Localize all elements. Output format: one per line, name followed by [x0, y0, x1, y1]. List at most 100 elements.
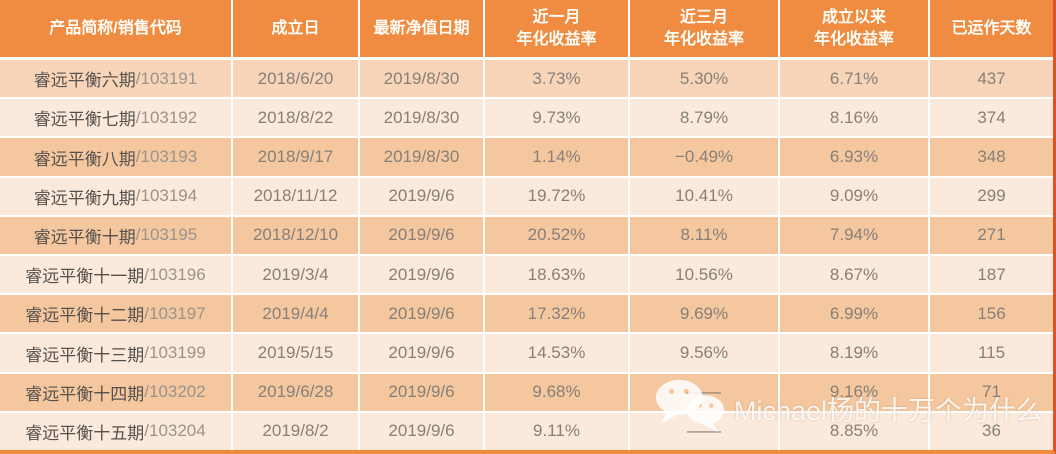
- cell-3m-return: 5.30%: [630, 60, 780, 98]
- cell-nav-date: 2019/9/6: [360, 373, 485, 411]
- cell-product: 睿远平衡九期/103194: [0, 177, 233, 215]
- cell-days-running: 374: [977, 107, 1006, 127]
- cell-since-return: 9.16%: [780, 373, 930, 411]
- table-row: 睿远平衡十五期/103204 2019/8/2 2019/9/6 9.11% —…: [0, 410, 1053, 450]
- cell-inception-date: 2018/11/12: [233, 177, 360, 215]
- product-name: 睿远平衡十二期: [25, 306, 145, 326]
- cell-inception-date: 2019/4/4: [233, 295, 360, 333]
- cell-1m-return: 9.73%: [485, 99, 630, 137]
- cell-since-return: 9.09%: [780, 177, 930, 215]
- product-name: 睿远平衡十期: [33, 227, 136, 247]
- cell-days-running: 437: [977, 68, 1006, 88]
- cell-nav-date: 2019/9/6: [360, 412, 485, 450]
- cell-3m-return: 8.79%: [630, 99, 780, 137]
- cell-inception-date: 2018/12/10: [233, 216, 360, 255]
- cell-days-running: 187: [977, 264, 1006, 284]
- cell-3m-return: 10.56%: [630, 256, 780, 294]
- product-code: /103195: [135, 225, 198, 245]
- table-row: 睿远平衡十期/103195 2018/12/10 2019/9/6 20.52%…: [0, 214, 1053, 255]
- product-name: 睿远平衡八期: [33, 149, 136, 169]
- cell-inception-date: 2019/3/4: [233, 256, 360, 294]
- cell-since-return: 8.19%: [780, 334, 930, 372]
- product-code: /103192: [135, 107, 198, 127]
- cell-product: 睿远平衡十期/103195: [0, 216, 233, 255]
- cell-since-return: 8.67%: [780, 256, 930, 294]
- product-name: 睿远平衡十三期: [25, 345, 145, 365]
- product-code: /103197: [144, 303, 206, 323]
- table-row: 睿远平衡十一期/103196 2019/3/4 2019/9/6 18.63% …: [0, 254, 1053, 294]
- cell-since-return: 6.93%: [780, 138, 930, 176]
- cell-days-running: 71: [982, 382, 1001, 402]
- table-row: 睿远平衡十二期/103197 2019/4/4 2019/9/6 17.32% …: [0, 293, 1053, 333]
- cell-days-running: 36: [982, 421, 1001, 441]
- cell-3m-return: 10.41%: [630, 177, 780, 215]
- column-header-since-return: 成立以来 年化收益率: [780, 0, 930, 57]
- cell-3m-return: 9.69%: [630, 295, 780, 333]
- table-row: 睿远平衡九期/103194 2018/11/12 2019/9/6 19.72%…: [0, 175, 1053, 215]
- cell-product: 睿远平衡六期/103191: [0, 60, 233, 98]
- product-name: 睿远平衡九期: [33, 188, 136, 208]
- cell-1m-return: 18.63%: [485, 256, 630, 294]
- cell-product: 睿远平衡十三期/103199: [0, 334, 233, 372]
- cell-product: 睿远平衡八期/103193: [0, 138, 233, 176]
- cell-days-running: 115: [977, 343, 1006, 363]
- cell-nav-date: 2019/8/30: [360, 99, 485, 137]
- cell-nav-date: 2019/8/30: [360, 60, 485, 98]
- cell-1m-return: 17.32%: [485, 295, 630, 333]
- cell-since-return: 6.71%: [780, 60, 930, 98]
- cell-3m-return: 9.56%: [630, 334, 780, 372]
- product-name: 睿远平衡六期: [33, 71, 136, 91]
- table-row: 睿远平衡六期/103191 2018/6/20 2019/8/30 3.73% …: [0, 57, 1053, 98]
- product-code: /103193: [135, 147, 198, 166]
- cell-nav-date: 2019/9/6: [360, 295, 485, 333]
- product-code: /103199: [144, 343, 206, 363]
- product-code: /103196: [144, 264, 206, 284]
- product-code: /103194: [135, 186, 198, 206]
- column-header-1m-return: 近一月 年化收益率: [485, 0, 630, 57]
- cell-1m-return: 3.73%: [485, 60, 630, 98]
- cell-days-running: 348: [977, 147, 1006, 166]
- product-name: 睿远平衡十四期: [25, 384, 145, 404]
- cell-1m-return: 14.53%: [485, 334, 630, 372]
- cell-since-return: 6.99%: [780, 295, 930, 333]
- product-code: /103202: [144, 382, 206, 402]
- cell-3m-return: 8.11%: [630, 216, 780, 255]
- cell-3m-return: ——: [630, 412, 780, 450]
- cell-3m-return: −0.49%: [630, 138, 780, 176]
- column-header-product: 产品简称/销售代码: [0, 0, 233, 57]
- cell-inception-date: 2018/6/20: [233, 60, 360, 98]
- product-name: 睿远平衡七期: [33, 110, 136, 130]
- column-header-days-running: 已运作天数: [951, 19, 1032, 37]
- cell-1m-return: 20.52%: [485, 216, 630, 255]
- cell-inception-date: 2019/6/28: [233, 373, 360, 411]
- product-code: /103191: [135, 68, 198, 88]
- table-row: 睿远平衡十三期/103199 2019/5/15 2019/9/6 14.53%…: [0, 332, 1053, 372]
- cell-nav-date: 2019/8/30: [360, 138, 485, 176]
- table-row: 睿远平衡八期/103193 2018/9/17 2019/8/30 1.14% …: [0, 136, 1053, 176]
- product-code: /103204: [144, 421, 206, 441]
- product-name: 睿远平衡十五期: [25, 423, 145, 443]
- column-header-nav-date: 最新净值日期: [360, 0, 485, 57]
- cell-3m-return: ——: [630, 373, 780, 411]
- cell-days-running: 271: [977, 225, 1006, 245]
- cell-nav-date: 2019/9/6: [360, 256, 485, 294]
- cell-days-running: 299: [977, 186, 1006, 206]
- cell-inception-date: 2019/8/2: [233, 412, 360, 450]
- cell-product: 睿远平衡十二期/103197: [0, 295, 233, 333]
- cell-product: 睿远平衡十五期/103204: [0, 412, 233, 450]
- cell-since-return: 7.94%: [780, 216, 930, 255]
- cell-since-return: 8.16%: [780, 99, 930, 137]
- cell-inception-date: 2019/5/15: [233, 334, 360, 372]
- cell-1m-return: 19.72%: [485, 177, 630, 215]
- product-name: 睿远平衡十一期: [25, 267, 145, 287]
- cell-inception-date: 2018/9/17: [233, 138, 360, 176]
- cell-product: 睿远平衡十四期/103202: [0, 373, 233, 411]
- cell-1m-return: 1.14%: [485, 138, 630, 176]
- cell-1m-return: 9.68%: [485, 373, 630, 411]
- table-row: 睿远平衡十四期/103202 2019/6/28 2019/9/6 9.68% …: [0, 371, 1053, 411]
- column-header-inception: 成立日: [233, 0, 360, 57]
- cell-inception-date: 2018/8/22: [233, 99, 360, 137]
- cell-nav-date: 2019/9/6: [360, 177, 485, 215]
- cell-nav-date: 2019/9/6: [360, 334, 485, 372]
